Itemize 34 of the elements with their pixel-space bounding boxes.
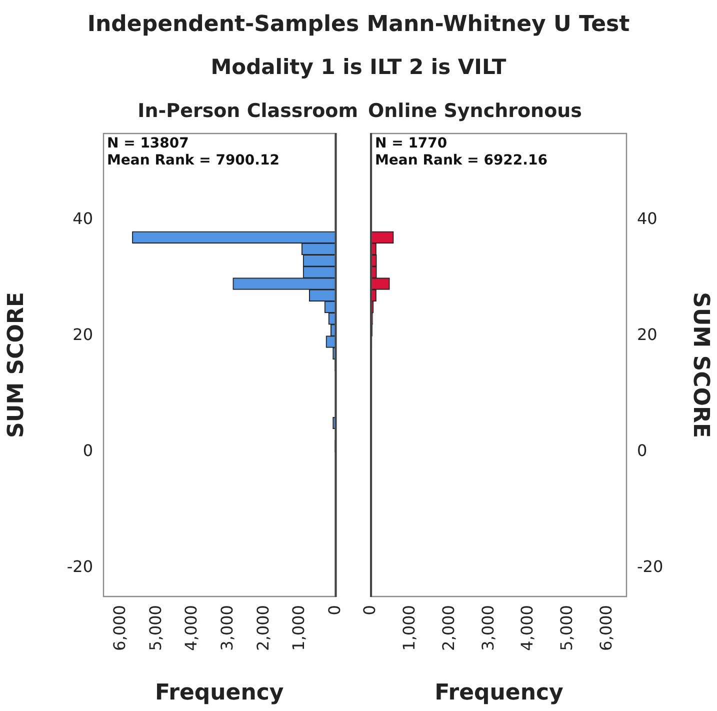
y-tick-label: 20 xyxy=(637,325,658,344)
y-tick-label: -20 xyxy=(637,557,664,576)
annotation: N = 13807 xyxy=(107,136,189,152)
x-tick-label: 0 xyxy=(324,605,344,616)
text: In-Person Classroom xyxy=(138,100,358,122)
x-tick-label: 4,000 xyxy=(518,605,537,651)
y-tick-label: 0 xyxy=(82,441,93,460)
text: Online Synchronous xyxy=(368,100,582,122)
y-tick-label: 40 xyxy=(72,209,93,228)
annotation: Mean Rank = 6922.16 xyxy=(375,152,548,169)
x-axis-title: Frequency xyxy=(434,680,564,706)
x-tick-label: 4,000 xyxy=(182,605,201,651)
x-tick-label: 5,000 xyxy=(557,605,576,651)
y-tick-label: 40 xyxy=(637,209,658,228)
y-tick-label: 20 xyxy=(72,325,93,344)
x-tick-label: 6,000 xyxy=(110,605,130,651)
chart-title: Independent-Samples Mann-Whitney U Test xyxy=(86,12,631,37)
annotation: Mean Rank = 7900.12 xyxy=(107,152,280,169)
x-tick-label: 3,000 xyxy=(218,605,237,651)
x-tick-label: 3,000 xyxy=(478,605,498,651)
y-axis-title: SUM SCORE xyxy=(688,292,714,438)
y-axis-title: SUM SCORE xyxy=(4,292,29,438)
x-tick-label: 2,000 xyxy=(438,605,458,651)
x-axis-title: Frequency xyxy=(155,680,284,706)
x-tick-label: 6,000 xyxy=(596,605,616,651)
x-tick-label: 2,000 xyxy=(253,605,272,651)
x-tick-label: 1,000 xyxy=(400,605,419,651)
y-tick-label: 0 xyxy=(637,441,648,460)
x-tick-label: 1,000 xyxy=(289,605,308,651)
chart-subtitle: Modality 1 is ILT 2 is VILT xyxy=(210,55,508,79)
annotation: N = 1770 xyxy=(375,136,448,152)
y-tick-label: -20 xyxy=(66,557,93,576)
x-tick-label: 5,000 xyxy=(146,605,165,651)
x-tick-label: 0 xyxy=(360,605,380,616)
